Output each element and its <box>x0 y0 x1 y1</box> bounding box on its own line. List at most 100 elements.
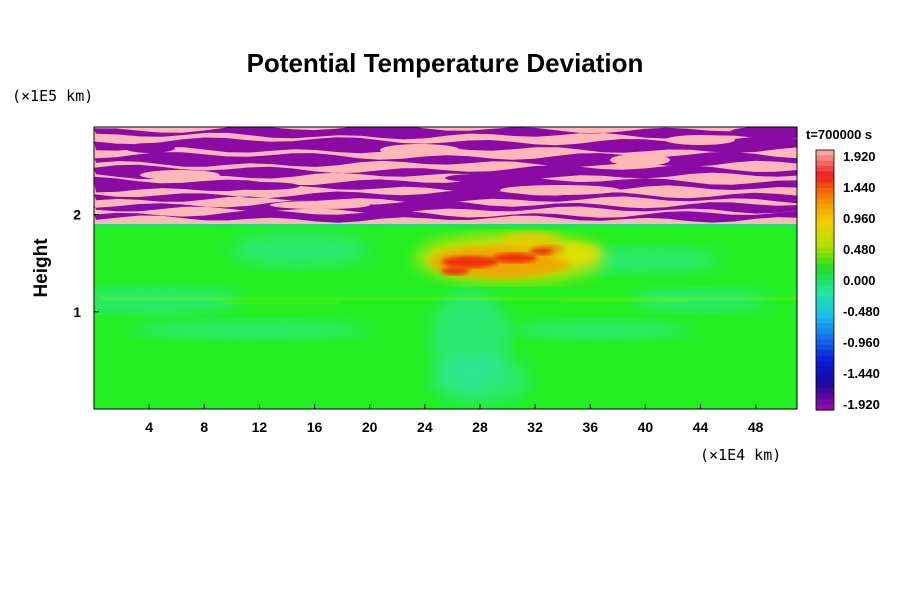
colorbar-label: 1.440 <box>843 180 876 195</box>
field-upper-patch <box>380 144 460 156</box>
field-warm-blob <box>442 256 498 268</box>
colorbar-segment <box>816 317 834 324</box>
colorbar <box>815 149 835 411</box>
colorbar-segment <box>816 177 834 184</box>
colorbar-segment <box>816 280 834 287</box>
colorbar-segment <box>816 399 834 406</box>
field-upper-bands <box>94 127 797 224</box>
colorbar-segment <box>816 377 834 384</box>
field-upper-patch <box>730 127 790 137</box>
colorbar-segment <box>816 274 834 281</box>
colorbar-segment <box>816 160 834 167</box>
colorbar-segment <box>816 350 834 357</box>
colorbar-segment <box>816 155 834 162</box>
field-streak <box>100 297 797 300</box>
x-unit-label: (×1E4 km) <box>700 446 781 464</box>
colorbar-segment <box>816 263 834 270</box>
colorbar-segment <box>816 382 834 389</box>
field-warm-blob <box>500 232 560 248</box>
field-upper-patch <box>610 154 670 166</box>
colorbar-segment <box>816 187 834 194</box>
field-upper-patch <box>125 143 175 153</box>
colorbar-segment <box>816 247 834 254</box>
colorbar-segment <box>816 372 834 379</box>
y-unit-label: (×1E5 km) <box>12 87 93 105</box>
heatmap-field <box>94 127 797 409</box>
field-warm-blob <box>441 267 469 275</box>
colorbar-segment <box>816 339 834 346</box>
colorbar-segment <box>816 252 834 259</box>
colorbar-label: 0.000 <box>843 273 876 288</box>
chart-title: Potential Temperature Deviation <box>247 48 644 78</box>
y-tick-label: 1 <box>73 304 81 320</box>
x-tick-label: 32 <box>527 419 543 435</box>
colorbar-segment <box>816 182 834 189</box>
colorbar-segment <box>816 231 834 238</box>
field-cool-patch <box>510 320 690 340</box>
colorbar-segment <box>816 366 834 373</box>
field-upper-stripe <box>94 164 797 180</box>
colorbar-segment <box>816 225 834 232</box>
colorbar-segment <box>816 388 834 395</box>
colorbar-frame <box>815 149 835 411</box>
colorbar-segment <box>816 198 834 205</box>
colorbar-segment <box>816 193 834 200</box>
colorbar-segment <box>816 355 834 362</box>
colorbar-segment <box>816 334 834 341</box>
field-warm-blob <box>493 253 537 263</box>
colorbar-segment <box>816 171 834 178</box>
colorbar-segment <box>816 220 834 227</box>
colorbar-segment <box>816 150 834 157</box>
x-tick-label: 44 <box>693 419 709 435</box>
field-upper-patch <box>500 185 620 195</box>
field-upper-patch <box>140 170 220 180</box>
field-streak <box>220 302 340 304</box>
field-streak <box>560 300 690 302</box>
colorbar-segment <box>816 404 834 411</box>
colorbar-segment <box>816 393 834 400</box>
y-tick-label: 2 <box>73 207 81 223</box>
colorbar-segment <box>816 269 834 276</box>
colorbar-segment <box>816 285 834 292</box>
field-cool-patch <box>430 356 530 404</box>
colorbar-segment <box>816 307 834 314</box>
colorbar-segment <box>816 166 834 173</box>
colorbar-segment <box>816 204 834 211</box>
colorbar-label: -0.960 <box>843 335 880 350</box>
colorbar-segment <box>816 209 834 216</box>
field-upper-patch <box>220 182 300 190</box>
colorbar-labels: 1.920 1.440 0.960 0.480 0.000 -0.480 -0.960 -1.… <box>843 149 880 412</box>
colorbar-segment <box>816 242 834 249</box>
time-label: t=700000 s <box>806 127 872 142</box>
x-tick-label: 40 <box>638 419 654 435</box>
colorbar-label: -1.440 <box>843 366 880 381</box>
y-axis-label: Height <box>31 238 52 298</box>
colorbar-label: 0.960 <box>843 211 876 226</box>
x-tick-label: 4 <box>145 419 153 435</box>
colorbar-label: 0.480 <box>843 242 876 257</box>
colorbar-segment <box>816 290 834 297</box>
colorbar-segment <box>816 345 834 352</box>
x-tick-label: 36 <box>582 419 598 435</box>
field-upper-patch <box>445 174 515 182</box>
field-upper-patch <box>270 201 370 209</box>
field-upper-patch <box>665 135 735 145</box>
colorbar-segment <box>816 323 834 330</box>
y-axis-ticks: 12 <box>73 207 99 320</box>
field-warm-anomaly <box>415 232 605 282</box>
colorbar-label: -1.920 <box>843 397 880 412</box>
colorbar-segment <box>816 301 834 308</box>
colorbar-segment <box>816 258 834 265</box>
field-upper-stripe <box>94 136 797 154</box>
field-cool-patch <box>130 320 370 340</box>
colorbar-segment <box>816 361 834 368</box>
x-tick-label: 12 <box>252 419 268 435</box>
field-upper-stripe <box>94 210 797 223</box>
colorbar-label: 1.920 <box>843 149 876 164</box>
colorbar-label: -0.480 <box>843 304 880 319</box>
field-upper-stripe <box>94 189 797 204</box>
field-warm-blob <box>550 242 600 262</box>
colorbar-segment <box>816 328 834 335</box>
field-upper-stripe <box>94 176 797 193</box>
